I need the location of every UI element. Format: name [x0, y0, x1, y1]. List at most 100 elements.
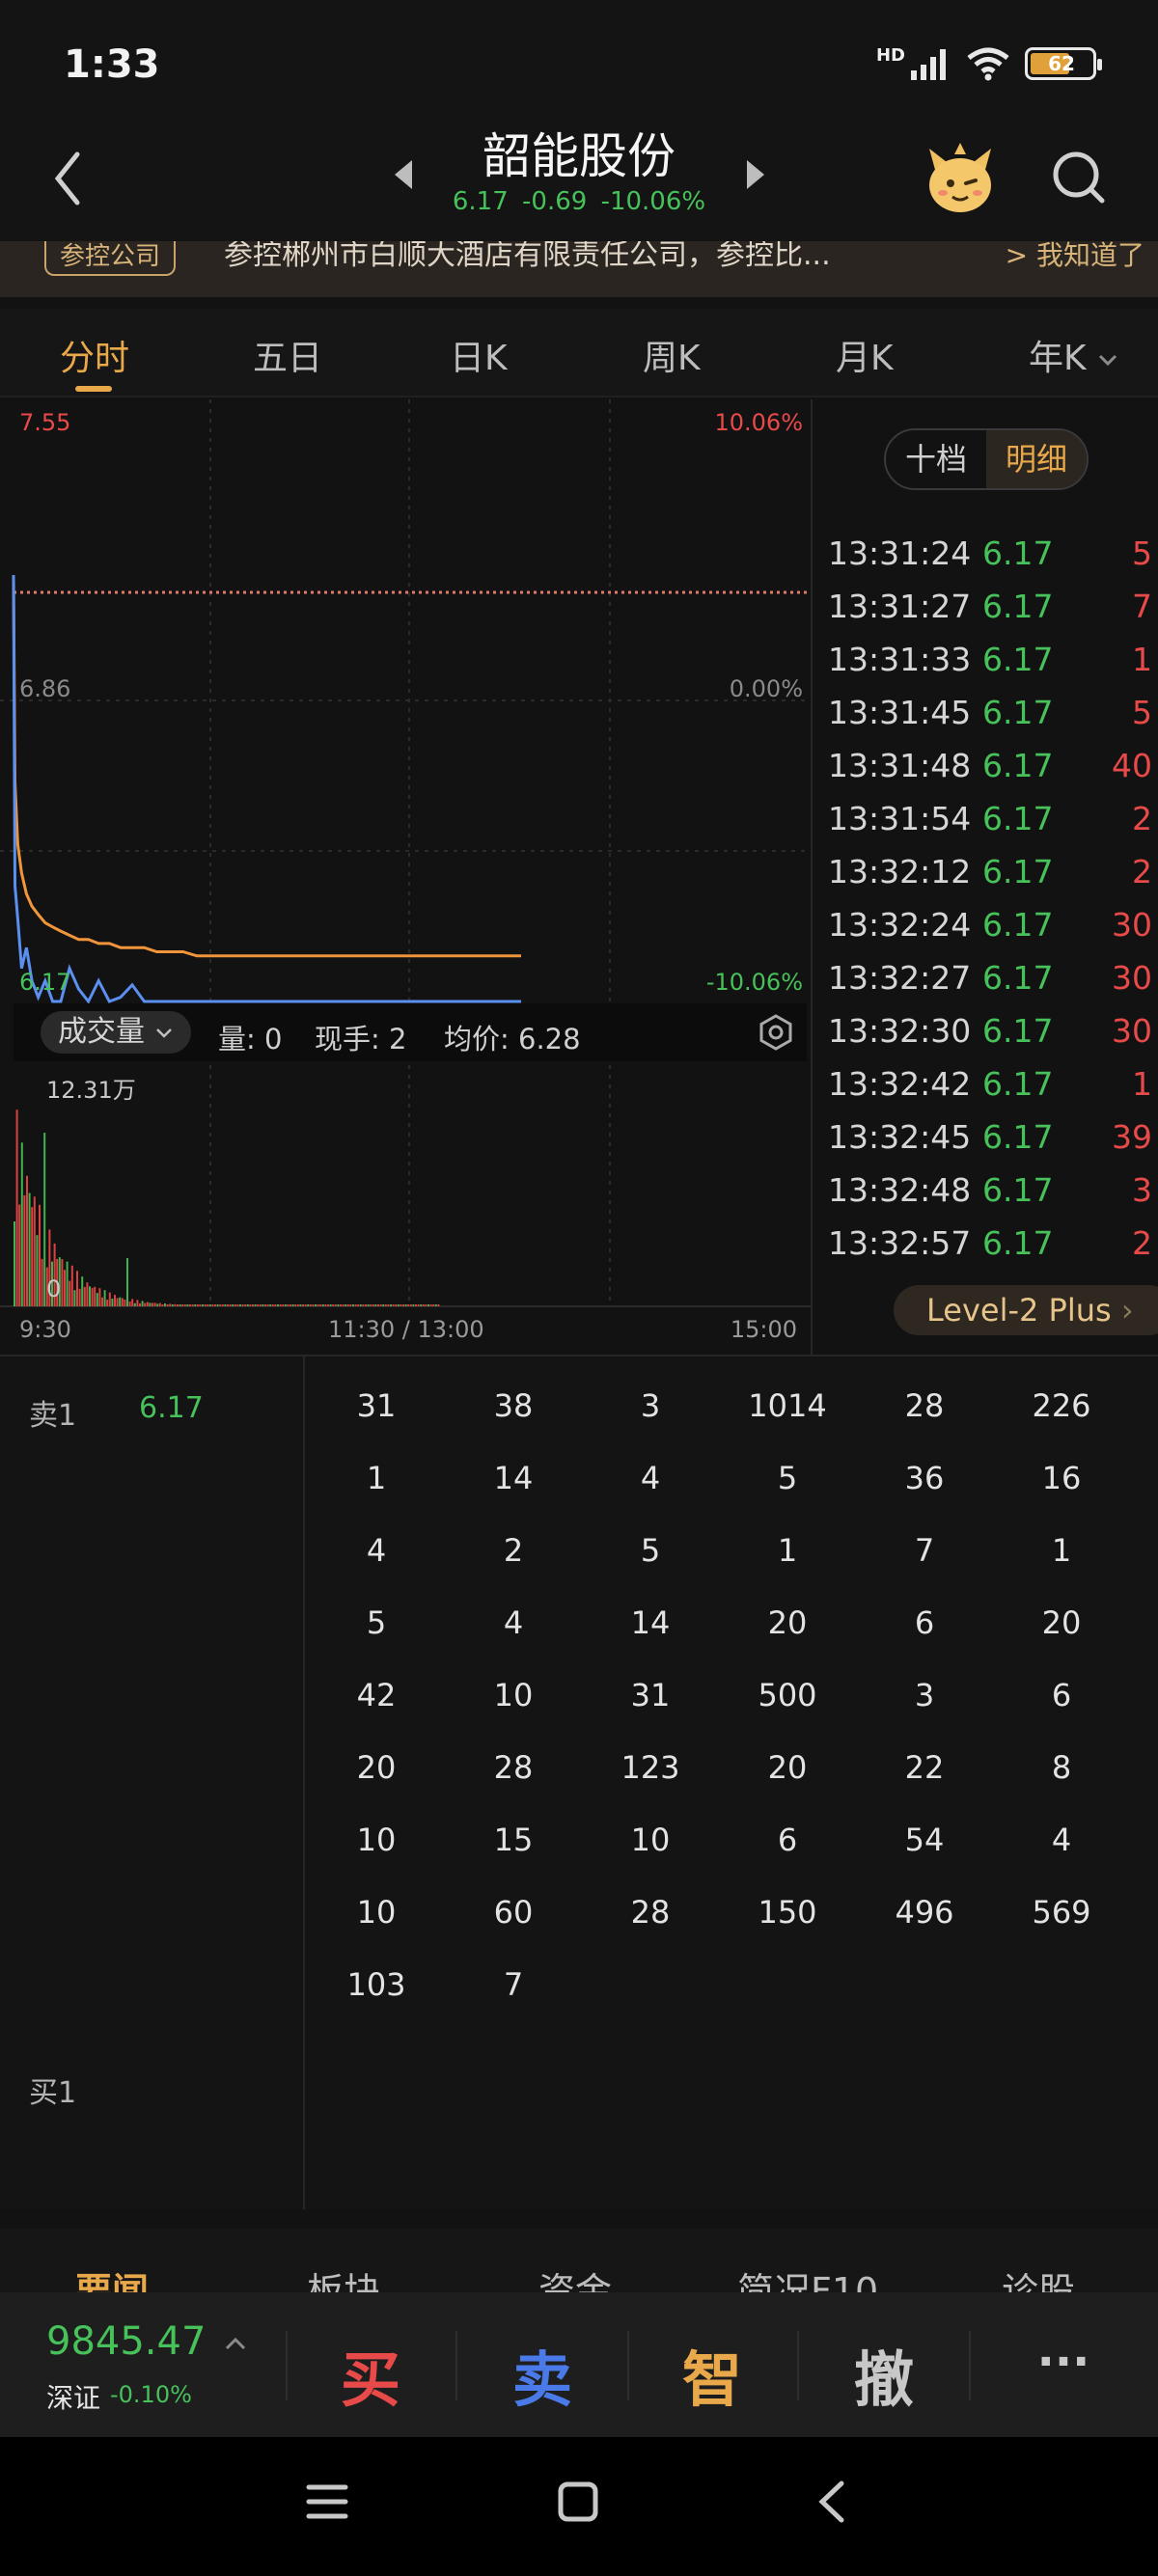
volume-bar — [227, 1304, 229, 1306]
notice-dismiss-button[interactable]: > 我知道了 — [1005, 239, 1144, 271]
divider — [627, 2331, 629, 2400]
battery-icon: 62 — [1025, 47, 1102, 80]
volume-bar — [158, 1302, 161, 1306]
volume-bar — [374, 1304, 377, 1306]
volume-bar — [48, 1229, 51, 1306]
volume-bar — [342, 1304, 345, 1306]
volume-bar — [407, 1304, 410, 1306]
indicator-selector[interactable]: 成交量 — [41, 1011, 191, 1054]
average-price: 均价: 6.28 — [444, 1023, 581, 1055]
volume-bar — [269, 1304, 272, 1306]
volume-bar — [189, 1304, 191, 1306]
divider — [455, 2331, 457, 2400]
volume-bar — [279, 1304, 282, 1306]
tick-time: 13:31:54 — [828, 800, 972, 837]
back-arrow-icon[interactable] — [39, 145, 96, 212]
tab-sector[interactable]: 板块 — [307, 2270, 381, 2294]
more-button[interactable]: ··· — [1036, 2335, 1090, 2389]
volume-bar — [139, 1302, 141, 1306]
buy-button[interactable]: 买 — [340, 2344, 400, 2415]
volume-bar — [96, 1293, 98, 1306]
volume-bar — [429, 1304, 432, 1306]
volume-bar — [229, 1304, 232, 1306]
volume-bar — [89, 1286, 91, 1306]
queue-cell: 28 — [904, 1387, 945, 1424]
tab-yearly-k[interactable]: 年K — [1029, 330, 1118, 380]
queue-cell: 6 — [777, 1822, 798, 1858]
tab-daily-k[interactable]: 日K — [450, 339, 508, 378]
next-stock-icon[interactable] — [743, 158, 768, 191]
battery-level: 62 — [1048, 52, 1075, 75]
mode-detail-button[interactable]: 明细 — [986, 430, 1087, 488]
volume-bar — [257, 1304, 260, 1306]
volume-bar — [266, 1304, 269, 1306]
prev-stock-icon[interactable] — [391, 158, 416, 191]
queue-cell: 150 — [758, 1894, 817, 1931]
cancel-order-button[interactable]: 撤 — [853, 2344, 914, 2415]
volume-bar — [312, 1304, 315, 1306]
volume-bar — [404, 1304, 407, 1306]
sell1-label: 卖1 — [29, 1399, 77, 1433]
volume-bar — [204, 1304, 207, 1306]
volume-bar — [126, 1258, 128, 1306]
back-icon[interactable] — [811, 2480, 855, 2524]
volume-bar — [136, 1300, 139, 1306]
tab-weekly-k[interactable]: 周K — [643, 339, 701, 378]
network-label: HD — [875, 44, 905, 66]
volume-bar — [315, 1304, 317, 1306]
volume-max-label: 12.31万 — [46, 1077, 136, 1104]
volume-bar — [208, 1304, 211, 1306]
tab-monthly-k[interactable]: 月K — [836, 339, 894, 378]
settings-gear-icon[interactable] — [757, 1013, 795, 1052]
volume-bar — [41, 1258, 43, 1306]
volume-bar — [216, 1304, 219, 1306]
tab-f10[interactable]: 简况F10 — [737, 2270, 879, 2294]
tick-price: 6.17 — [982, 588, 1054, 625]
volume-bar — [271, 1304, 274, 1306]
tab-funds[interactable]: 资金 — [538, 2270, 613, 2294]
home-icon[interactable] — [556, 2480, 600, 2524]
search-icon[interactable] — [1050, 149, 1108, 206]
queue-cell: 10 — [356, 1894, 397, 1931]
volume-bar — [409, 1304, 412, 1306]
sell-button[interactable]: 卖 — [511, 2344, 572, 2415]
volume-bar — [26, 1175, 28, 1306]
tick-volume: 2 — [1132, 853, 1152, 891]
buy1-label: 买1 — [29, 2076, 77, 2110]
volume-bar — [64, 1270, 66, 1306]
level2-plus-button[interactable]: Level-2 Plus › — [894, 1285, 1158, 1335]
menu-icon[interactable] — [305, 2480, 349, 2524]
volume-bar — [161, 1304, 164, 1306]
tab-intraday[interactable]: 分时 — [60, 339, 130, 378]
chevron-down-icon — [155, 1028, 172, 1038]
mascot-icon[interactable] — [922, 141, 999, 218]
volume-bar — [362, 1304, 365, 1306]
tick-price: 6.17 — [982, 1171, 1054, 1209]
volume-bar — [224, 1304, 227, 1306]
queue-cell: 1 — [1051, 1532, 1072, 1569]
tick-time: 13:32:30 — [828, 1012, 972, 1050]
tab-news[interactable]: 要闻 — [75, 2270, 150, 2294]
x-axis-start: 9:30 — [19, 1316, 71, 1343]
volume-bar — [337, 1304, 340, 1306]
tick-time: 13:32:27 — [828, 959, 972, 997]
tab-five-day[interactable]: 五日 — [253, 339, 323, 378]
volume-bar — [296, 1304, 299, 1306]
tick-row: 13:32:27 6.17 30 — [813, 959, 1158, 1012]
tick-price: 6.17 — [982, 1012, 1054, 1050]
smart-trade-button[interactable]: 智 — [681, 2344, 742, 2415]
volume-bar — [241, 1304, 244, 1306]
tick-price: 6.17 — [982, 800, 1054, 837]
intraday-chart[interactable]: 7.55 6.86 6.17 10.06% 0.00% -10.06% 12.3… — [0, 399, 811, 1355]
volume-bar — [133, 1302, 136, 1306]
tab-diagnose[interactable]: 诊股 — [1002, 2270, 1076, 2294]
volume-bar — [114, 1295, 116, 1306]
volume-bar — [284, 1304, 287, 1306]
queue-cell: 20 — [1041, 1604, 1082, 1641]
volume-bar — [259, 1304, 262, 1306]
quote-mode-toggle: 十档 明细 — [884, 428, 1089, 490]
volume-bar — [33, 1196, 36, 1306]
volume-bar — [244, 1304, 247, 1306]
notice-banner[interactable]: 参控公司 参控郴州市白顺大酒店有限责任公司，参控比... > 我知道了 — [0, 241, 1158, 297]
mode-ten-level-button[interactable]: 十档 — [904, 441, 967, 478]
